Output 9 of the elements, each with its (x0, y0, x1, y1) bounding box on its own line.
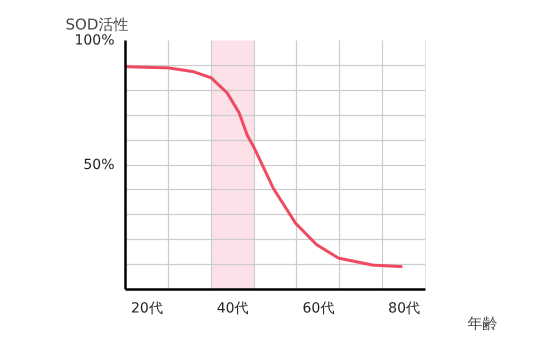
x-tick-label: 80代 (388, 300, 420, 316)
x-axis-title: 年齢 (468, 314, 498, 332)
x-tick-label: 60代 (302, 300, 334, 316)
y-tick-label: 100% (74, 32, 115, 48)
y-axis-title: SOD活性 (66, 16, 128, 34)
line-series (126, 65, 403, 268)
y-tick-label: 50% (83, 157, 115, 173)
x-tick-label: 20代 (131, 300, 163, 316)
x-tick-label: 40代 (216, 300, 249, 316)
